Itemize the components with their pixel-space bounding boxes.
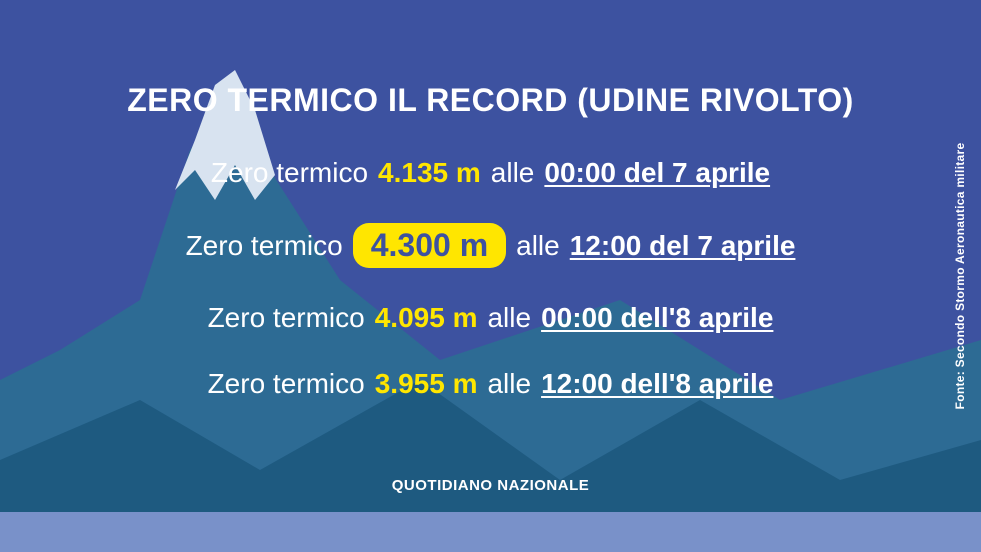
infographic-title: ZERO TERMICO IL RECORD (UDINE RIVOLTO) <box>127 82 854 119</box>
row-label: Zero termico <box>208 302 365 334</box>
row-time: 00:00 dell'8 aprile <box>541 302 773 334</box>
row-time: 12:00 dell'8 aprile <box>541 368 773 400</box>
data-row: Zero termico 3.955 m alle 12:00 dell'8 a… <box>208 368 774 400</box>
data-row: Zero termico 4.135 m alle 00:00 del 7 ap… <box>211 157 770 189</box>
row-value: 4.135 m <box>378 157 481 189</box>
data-rows: Zero termico 4.135 m alle 00:00 del 7 ap… <box>186 157 796 400</box>
data-row: Zero termico 4.300 m alle 12:00 del 7 ap… <box>186 223 796 268</box>
row-label: Zero termico <box>211 157 368 189</box>
source-attribution: Fonte: Secondo Stormo Aeronautica milita… <box>953 143 967 410</box>
row-connector: alle <box>487 368 531 400</box>
row-label: Zero termico <box>208 368 365 400</box>
row-value: 3.955 m <box>375 368 478 400</box>
row-connector: alle <box>491 157 535 189</box>
row-time: 00:00 del 7 aprile <box>544 157 770 189</box>
row-connector: alle <box>516 230 560 262</box>
data-row: Zero termico 4.095 m alle 00:00 dell'8 a… <box>208 302 774 334</box>
row-time: 12:00 del 7 aprile <box>570 230 796 262</box>
row-value: 4.095 m <box>375 302 478 334</box>
row-value-highlight: 4.300 m <box>353 223 506 268</box>
row-connector: alle <box>487 302 531 334</box>
publication-name: QUOTIDIANO NAZIONALE <box>0 477 981 494</box>
row-label: Zero termico <box>186 230 343 262</box>
